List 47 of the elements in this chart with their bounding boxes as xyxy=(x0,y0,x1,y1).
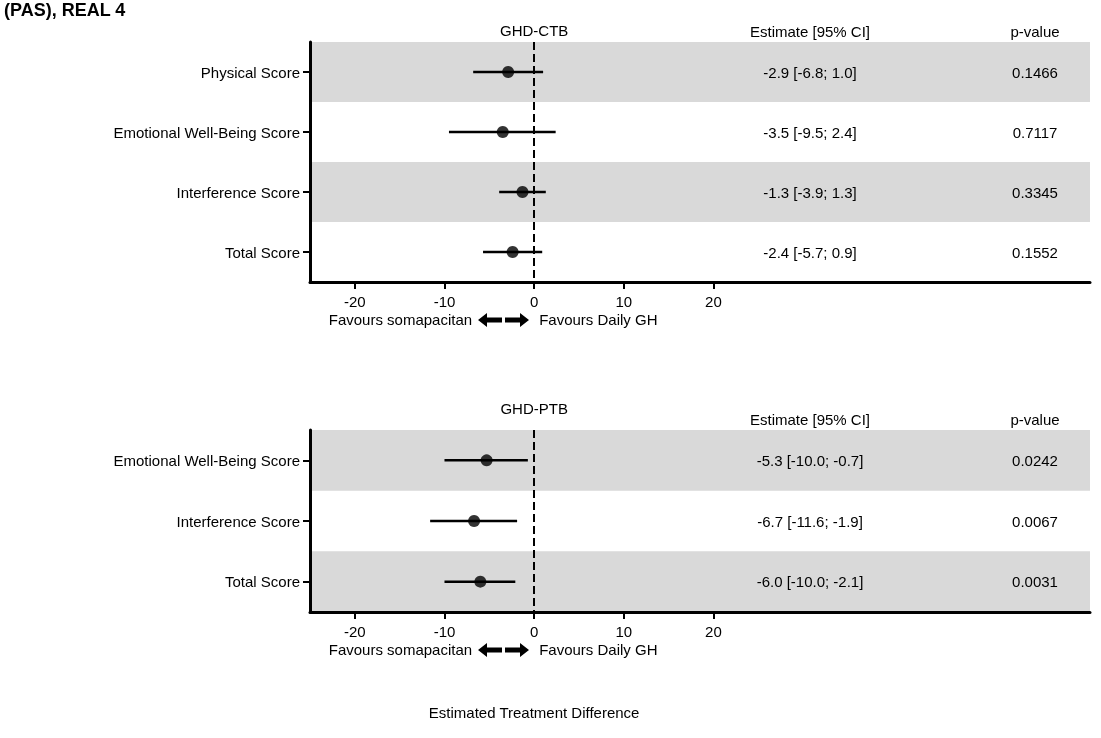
text: Favours Daily GH xyxy=(539,311,658,328)
x-tick-label: -20 xyxy=(343,623,366,640)
x-tick-label: 10 xyxy=(615,293,633,310)
text: Favours Daily GH xyxy=(539,641,658,658)
point xyxy=(506,246,519,258)
x-tick-label: 0 xyxy=(529,293,539,310)
chart-subtitle: GHD-CTB xyxy=(499,21,569,39)
annotation: 0.0242 xyxy=(1012,451,1058,469)
text: Estimate [95% CI] xyxy=(749,22,871,40)
x-tick-label: 0 xyxy=(529,623,539,640)
x-tick-label: -10 xyxy=(433,623,456,640)
annotation: -3.5 [-9.5; 2.4] xyxy=(763,123,857,141)
text: Favours somapacitan xyxy=(328,641,473,658)
annotation: -5.3 [-10.0; -0.7] xyxy=(756,451,864,469)
annotation: 0.3345 xyxy=(1012,183,1058,201)
x-tick-label: -20 xyxy=(343,293,366,310)
y-tick-label: Physical Score xyxy=(200,63,300,81)
annotation: 0.1552 xyxy=(1012,243,1058,261)
text: Favours somapacitan xyxy=(328,311,473,328)
y-tick-label: Emotional Well-Being Score xyxy=(113,123,300,141)
x-tick-label: 20 xyxy=(705,623,722,640)
annotation: 0.0067 xyxy=(1012,512,1058,530)
text: Estimate [95% CI] xyxy=(749,410,871,428)
y-tick-label: Interference Score xyxy=(176,512,300,530)
annotation: 0.1466 xyxy=(1012,63,1058,81)
annotation: -6.0 [-10.0; -2.1] xyxy=(756,573,864,591)
y-tick-label: Total Score xyxy=(224,573,300,591)
y-tick-label: Emotional Well-Being Score xyxy=(113,451,300,469)
x-tick-label: -10 xyxy=(433,293,456,310)
annotation: 0.0031 xyxy=(1012,573,1058,591)
x-axis-title: Estimated Treatment Difference xyxy=(428,703,640,721)
annotation: 0.7117 xyxy=(1012,123,1058,141)
point xyxy=(516,186,529,198)
annotation: -6.7 [-11.6; -1.9] xyxy=(757,512,863,530)
text: p-value xyxy=(1010,22,1060,40)
x-tick-label: 10 xyxy=(615,623,633,640)
chart-title: GHD-PTB xyxy=(500,399,568,417)
annotation: -2.4 [-5.7; 0.9] xyxy=(763,243,857,261)
annotation: -2.9 [-6.8; 1.0] xyxy=(763,63,857,81)
point xyxy=(496,126,509,138)
annotation: -1.3 [-3.9; 1.3] xyxy=(763,183,857,201)
x-tick-label: 20 xyxy=(705,293,722,310)
point xyxy=(502,66,515,78)
y-tick-label: Total Score xyxy=(224,243,300,261)
y-tick-label: Interference Score xyxy=(176,183,300,201)
text: (PAS), REAL 4 xyxy=(4,0,126,20)
text: p-value xyxy=(1010,410,1060,428)
